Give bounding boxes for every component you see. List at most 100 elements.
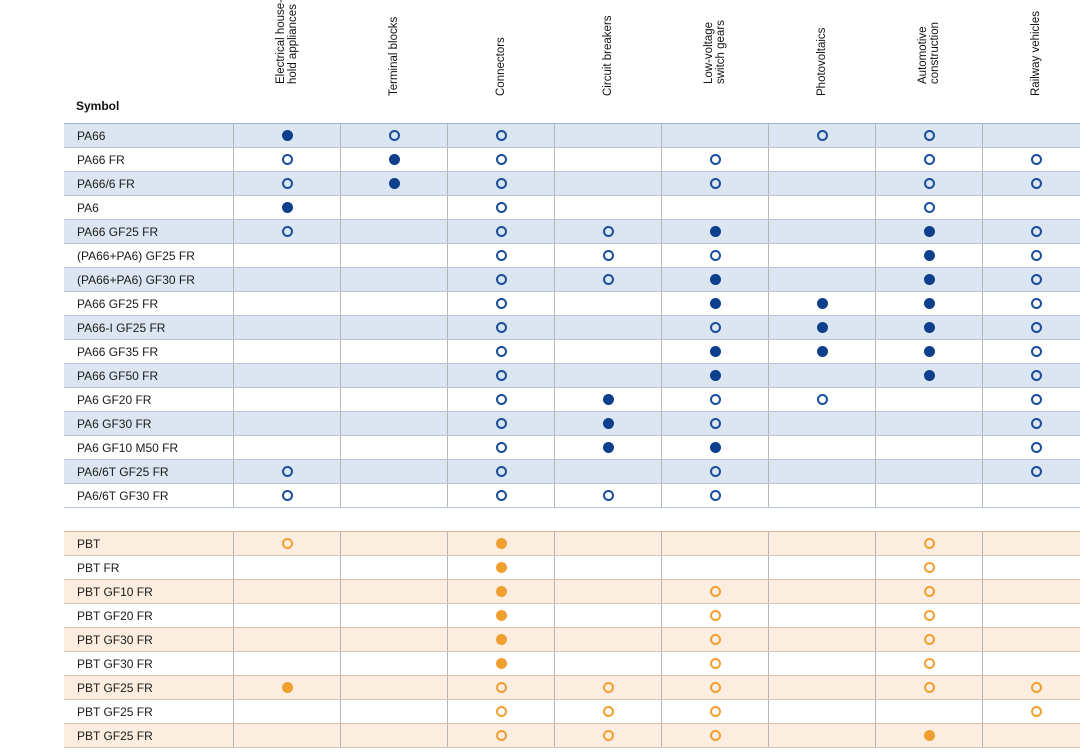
table-row: PBT GF30 FR: [64, 652, 1080, 676]
filled-circle-icon: [495, 562, 507, 573]
cell-automotive: [875, 460, 982, 483]
symbol-cell: (PA66+PA6) GF30 FR: [64, 268, 233, 291]
cell-railway: [982, 124, 1080, 147]
symbol-cell: PA66/6 FR: [64, 172, 233, 195]
cell-photovoltaics: [768, 700, 875, 723]
open-circle-icon: [495, 274, 507, 285]
table-row: PA66-I GF25 FR: [64, 316, 1080, 340]
column-header-automotive: Automotive construction: [875, 0, 982, 114]
table-row: PA66 FR: [64, 148, 1080, 172]
symbol-cell: PBT GF10 FR: [64, 580, 233, 603]
table-row: PA6 GF10 M50 FR: [64, 436, 1080, 460]
cell-household: [233, 124, 340, 147]
cell-railway: [982, 340, 1080, 363]
open-circle-icon: [495, 730, 507, 741]
cell-breakers: [554, 532, 661, 555]
column-header-label: Circuit breakers: [601, 15, 614, 96]
open-circle-icon: [1030, 250, 1042, 261]
symbol-cell: PBT GF25 FR: [64, 676, 233, 699]
cell-photovoltaics: [768, 220, 875, 243]
cell-household: [233, 532, 340, 555]
cell-household: [233, 676, 340, 699]
table-row: PBT GF30 FR: [64, 628, 1080, 652]
cell-automotive: [875, 340, 982, 363]
filled-circle-icon: [281, 130, 293, 141]
cell-terminal: [340, 196, 447, 219]
cell-automotive: [875, 316, 982, 339]
cell-lowvoltage: [661, 292, 768, 315]
cell-terminal: [340, 604, 447, 627]
open-circle-icon: [709, 706, 721, 717]
cell-automotive: [875, 220, 982, 243]
open-circle-icon: [602, 274, 614, 285]
symbol-label: PA66/6 FR: [77, 177, 135, 191]
cell-breakers: [554, 412, 661, 435]
cell-terminal: [340, 244, 447, 267]
filled-circle-icon: [709, 442, 721, 453]
cell-household: [233, 700, 340, 723]
cell-photovoltaics: [768, 436, 875, 459]
cell-photovoltaics: [768, 628, 875, 651]
open-circle-icon: [709, 250, 721, 261]
cell-automotive: [875, 124, 982, 147]
column-header-label: Photovoltaics: [815, 27, 828, 96]
column-header-household: Electrical house- hold appliances: [233, 0, 340, 114]
column-header-label: Connectors: [494, 37, 507, 96]
cell-household: [233, 460, 340, 483]
cell-household: [233, 436, 340, 459]
cell-lowvoltage: [661, 724, 768, 747]
cell-household: [233, 364, 340, 387]
cell-connectors: [447, 580, 554, 603]
filled-circle-icon: [923, 322, 935, 333]
cell-connectors: [447, 388, 554, 411]
cell-railway: [982, 460, 1080, 483]
open-circle-icon: [495, 322, 507, 333]
cell-connectors: [447, 124, 554, 147]
open-circle-icon: [923, 154, 935, 165]
cell-breakers: [554, 556, 661, 579]
open-circle-icon: [709, 490, 721, 501]
cell-household: [233, 412, 340, 435]
table-row: PBT GF20 FR: [64, 604, 1080, 628]
filled-circle-icon: [281, 202, 293, 213]
cell-photovoltaics: [768, 292, 875, 315]
symbol-cell: PA6: [64, 196, 233, 219]
symbol-cell: PBT FR: [64, 556, 233, 579]
open-circle-icon: [709, 610, 721, 621]
cell-household: [233, 628, 340, 651]
cell-railway: [982, 484, 1080, 507]
filled-circle-icon: [709, 298, 721, 309]
cell-lowvoltage: [661, 340, 768, 363]
cell-lowvoltage: [661, 388, 768, 411]
cell-automotive: [875, 700, 982, 723]
symbol-label: PA66 GF25 FR: [77, 225, 159, 239]
open-circle-icon: [1030, 298, 1042, 309]
filled-circle-icon: [923, 226, 935, 237]
cell-terminal: [340, 412, 447, 435]
open-circle-icon: [495, 250, 507, 261]
cell-railway: [982, 244, 1080, 267]
cell-connectors: [447, 436, 554, 459]
open-circle-icon: [602, 490, 614, 501]
cell-connectors: [447, 364, 554, 387]
open-circle-icon: [1030, 418, 1042, 429]
cell-lowvoltage: [661, 196, 768, 219]
open-circle-icon: [709, 658, 721, 669]
cell-breakers: [554, 316, 661, 339]
symbol-cell: PA6 GF10 M50 FR: [64, 436, 233, 459]
cell-terminal: [340, 652, 447, 675]
open-circle-icon: [1030, 466, 1042, 477]
cell-photovoltaics: [768, 484, 875, 507]
cell-automotive: [875, 244, 982, 267]
cell-breakers: [554, 724, 661, 747]
table-row: PBT GF25 FR: [64, 724, 1080, 748]
cell-connectors: [447, 724, 554, 747]
table-row: PA6: [64, 196, 1080, 220]
cell-breakers: [554, 244, 661, 267]
cell-automotive: [875, 532, 982, 555]
cell-household: [233, 244, 340, 267]
cell-breakers: [554, 388, 661, 411]
cell-breakers: [554, 268, 661, 291]
symbol-label: PA66 FR: [77, 153, 125, 167]
cell-railway: [982, 604, 1080, 627]
